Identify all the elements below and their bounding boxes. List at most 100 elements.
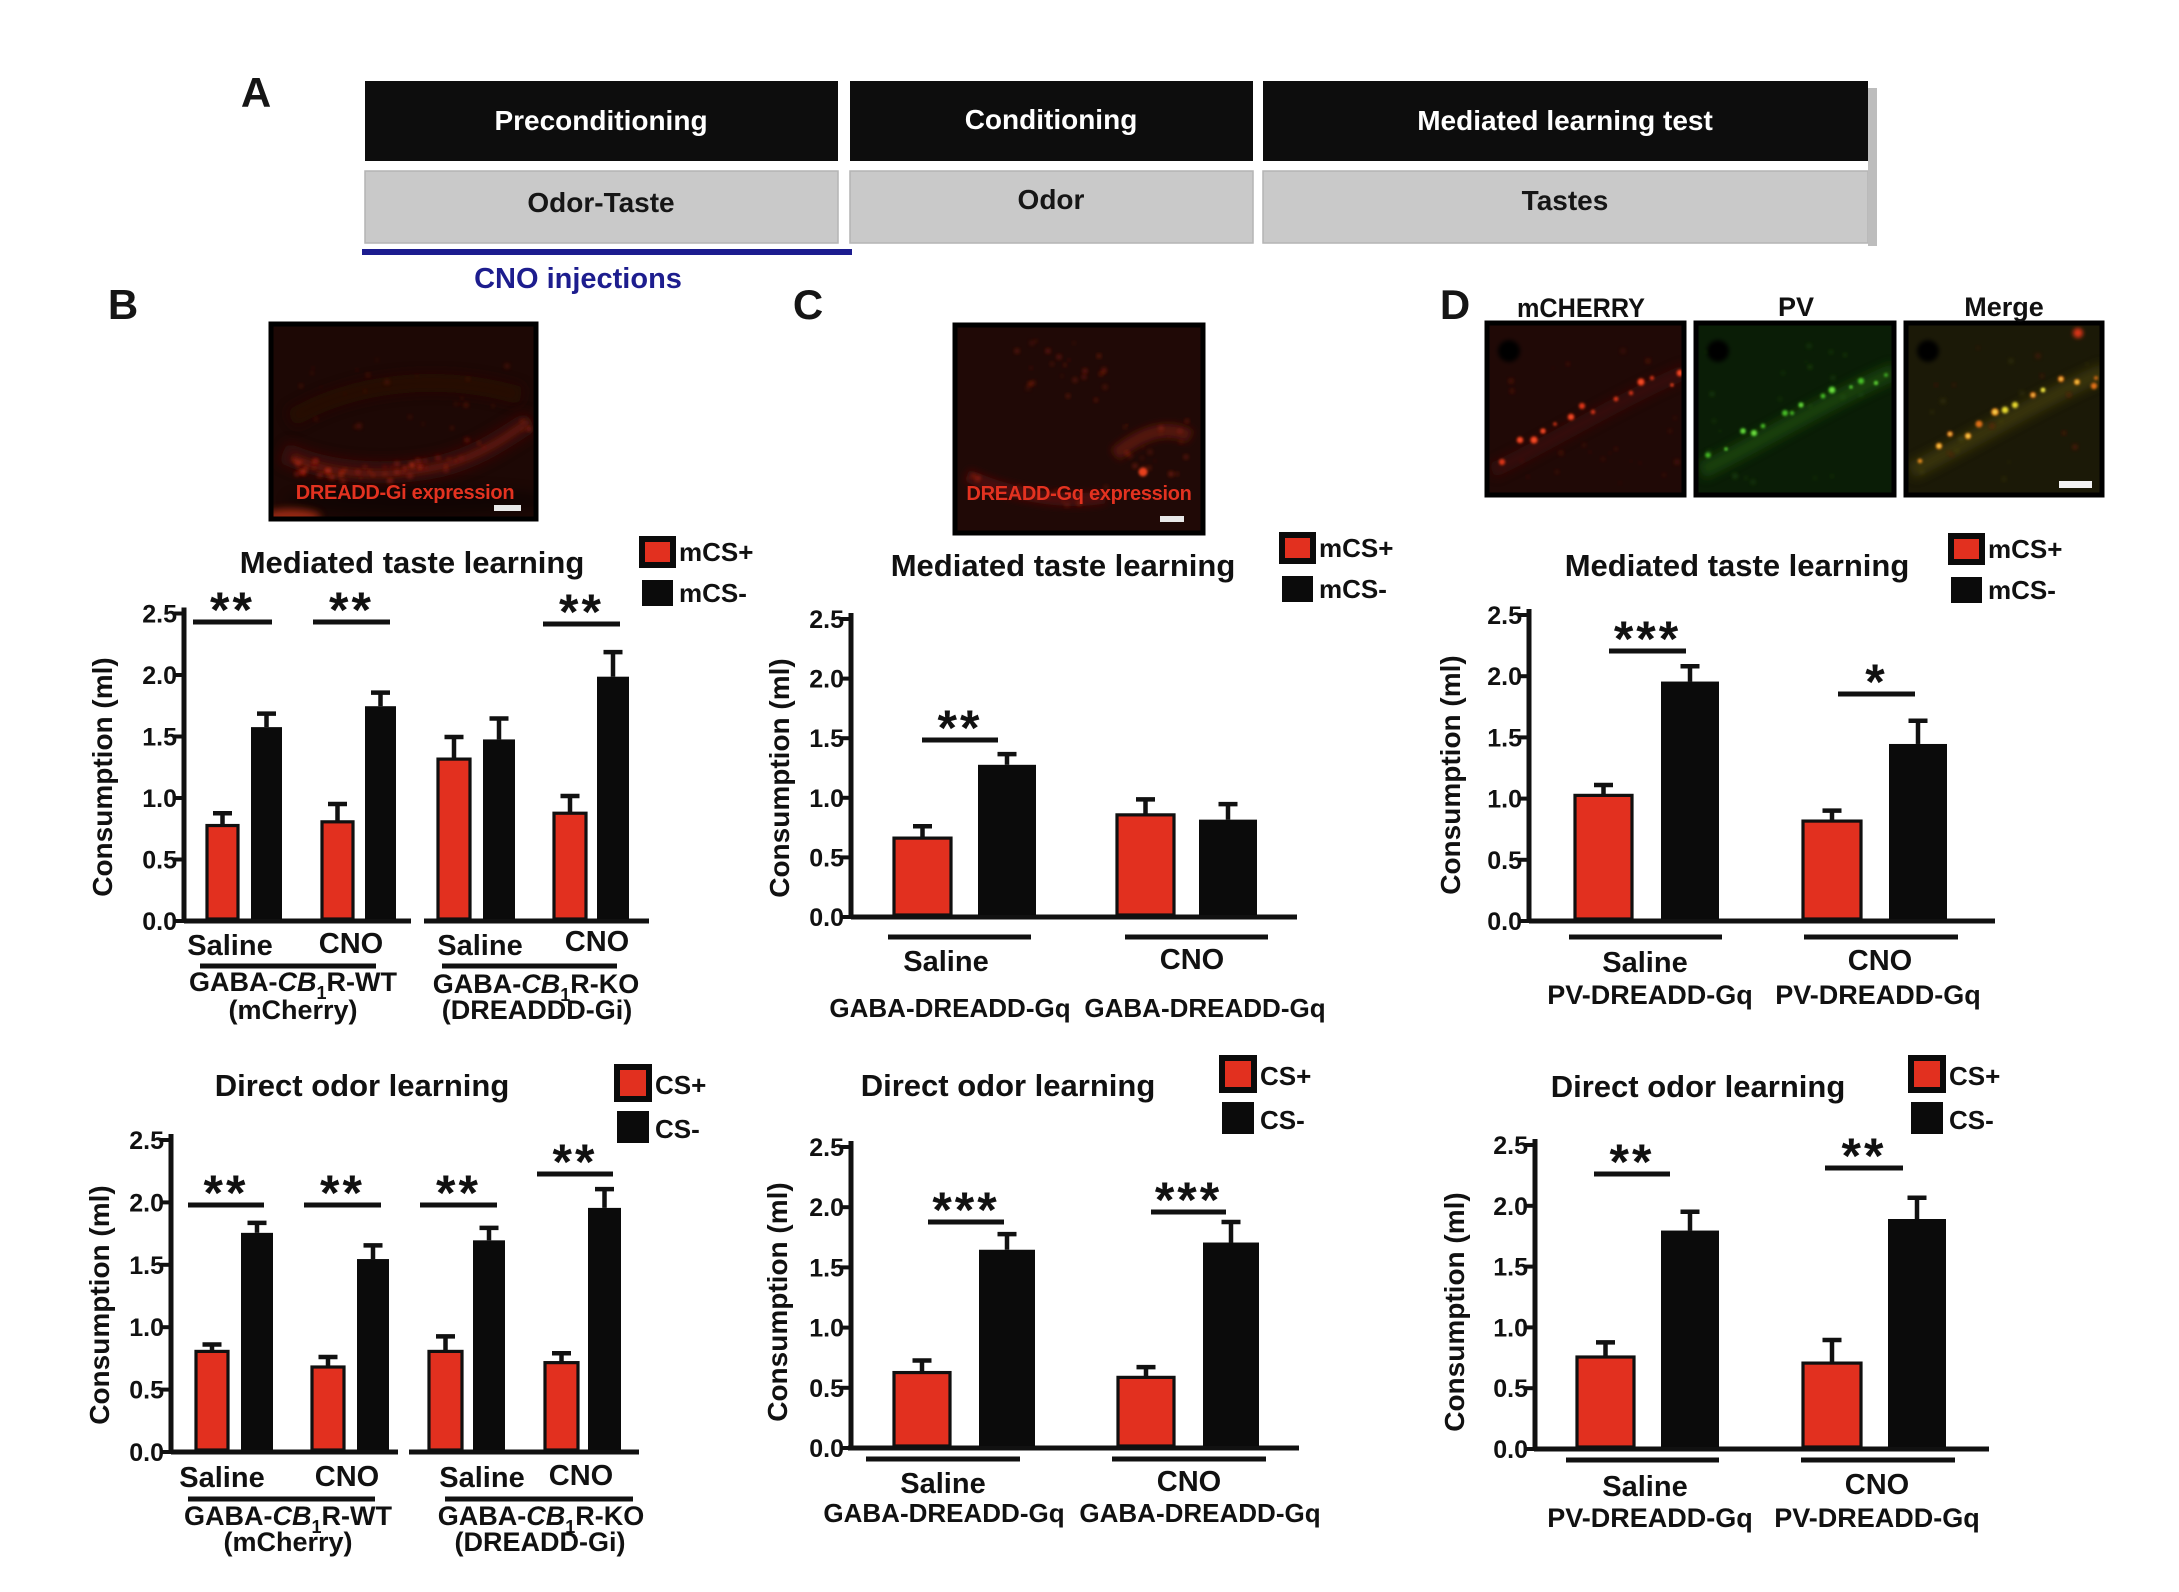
svg-text:GABA-DREADD-Gq: GABA-DREADD-Gq <box>823 1498 1064 1528</box>
svg-text:CNO: CNO <box>315 1461 379 1493</box>
svg-text:***: *** <box>1155 1172 1222 1228</box>
svg-text:0.5: 0.5 <box>142 847 177 875</box>
svg-text:Tastes: Tastes <box>1522 185 1609 216</box>
svg-text:Merge: Merge <box>1964 292 2044 322</box>
svg-text:1.5: 1.5 <box>142 724 177 752</box>
svg-text:2.5: 2.5 <box>1493 1132 1528 1160</box>
svg-text:Consumption (ml): Consumption (ml) <box>764 658 795 898</box>
svg-text:Saline: Saline <box>179 1462 264 1494</box>
svg-text:GABA-DREADD-Gq: GABA-DREADD-Gq <box>1084 993 1325 1023</box>
svg-text:Direct odor learning: Direct odor learning <box>1551 1069 1846 1104</box>
svg-text:D: D <box>1440 281 1470 328</box>
svg-text:Conditioning: Conditioning <box>965 104 1138 135</box>
svg-text:GABA-DREADD-Gq: GABA-DREADD-Gq <box>829 993 1070 1023</box>
svg-text:Consumption (ml): Consumption (ml) <box>1435 655 1466 895</box>
svg-text:mCS-: mCS- <box>1319 574 1387 604</box>
svg-text:PV-DREADD-Gq: PV-DREADD-Gq <box>1774 1503 1980 1533</box>
svg-text:PV: PV <box>1778 292 1814 322</box>
svg-text:0.0: 0.0 <box>809 1435 844 1463</box>
svg-text:A: A <box>241 69 271 116</box>
svg-text:Mediated taste learning: Mediated taste learning <box>891 548 1236 583</box>
svg-text:Mediated learning test: Mediated learning test <box>1417 105 1713 136</box>
svg-text:CNO: CNO <box>1157 1466 1221 1498</box>
svg-text:CNO injections: CNO injections <box>474 263 682 295</box>
svg-text:2.0: 2.0 <box>809 666 844 694</box>
svg-text:Mediated taste learning: Mediated taste learning <box>240 545 585 580</box>
svg-text:0.0: 0.0 <box>1487 908 1522 936</box>
svg-text:CNO: CNO <box>549 1460 613 1492</box>
svg-text:2.5: 2.5 <box>809 606 844 634</box>
svg-text:**: ** <box>329 582 374 638</box>
svg-text:CNO: CNO <box>1848 945 1912 977</box>
svg-text:CS-: CS- <box>1260 1105 1305 1135</box>
svg-text:GABA-DREADD-Gq: GABA-DREADD-Gq <box>1079 1498 1320 1528</box>
svg-text:mCS+: mCS+ <box>1319 533 1393 563</box>
svg-text:2.0: 2.0 <box>1487 663 1522 691</box>
svg-text:0.0: 0.0 <box>809 904 844 932</box>
svg-text:0.5: 0.5 <box>1493 1375 1528 1403</box>
svg-text:1.0: 1.0 <box>1487 786 1522 814</box>
svg-text:0.5: 0.5 <box>1487 847 1522 875</box>
svg-text:**: ** <box>210 582 255 638</box>
svg-text:Direct odor learning: Direct odor learning <box>215 1068 510 1103</box>
svg-text:CNO: CNO <box>319 928 383 960</box>
svg-text:Consumption (ml): Consumption (ml) <box>1439 1192 1470 1432</box>
svg-text:1.5: 1.5 <box>129 1252 164 1280</box>
svg-text:(DREADD-Gi): (DREADD-Gi) <box>455 1527 626 1557</box>
svg-text:1.0: 1.0 <box>142 785 177 813</box>
svg-text:*: * <box>1865 654 1887 710</box>
svg-text:mCS+: mCS+ <box>1988 534 2062 564</box>
svg-text:2.5: 2.5 <box>129 1127 164 1155</box>
svg-text:2.0: 2.0 <box>142 662 177 690</box>
svg-text:1.5: 1.5 <box>1493 1254 1528 1282</box>
svg-text:Saline: Saline <box>903 946 988 978</box>
svg-text:mCS-: mCS- <box>1988 575 2056 605</box>
svg-text:0.5: 0.5 <box>809 1375 844 1403</box>
svg-text:2.0: 2.0 <box>809 1194 844 1222</box>
svg-text:CS+: CS+ <box>655 1070 706 1100</box>
svg-text:Consumption (ml): Consumption (ml) <box>762 1182 793 1422</box>
svg-text:(mCherry): (mCherry) <box>223 1527 352 1557</box>
svg-text:Direct odor learning: Direct odor learning <box>861 1068 1156 1103</box>
svg-text:Saline: Saline <box>900 1468 985 1500</box>
svg-text:Odor: Odor <box>1018 184 1085 215</box>
svg-text:C: C <box>793 281 823 328</box>
svg-text:1.5: 1.5 <box>809 725 844 753</box>
svg-text:PV-DREADD-Gq: PV-DREADD-Gq <box>1547 1503 1753 1533</box>
svg-text:(DREADDD-Gi): (DREADDD-Gi) <box>442 995 632 1025</box>
svg-text:0.5: 0.5 <box>129 1377 164 1405</box>
svg-text:1.0: 1.0 <box>129 1314 164 1342</box>
svg-text:**: ** <box>553 1134 598 1190</box>
svg-text:CS-: CS- <box>655 1114 700 1144</box>
svg-text:1.5: 1.5 <box>1487 724 1522 752</box>
svg-text:**: ** <box>320 1165 365 1221</box>
svg-text:1.5: 1.5 <box>809 1254 844 1282</box>
svg-text:mCS-: mCS- <box>679 578 747 608</box>
svg-text:CS+: CS+ <box>1260 1061 1311 1091</box>
svg-text:1.0: 1.0 <box>1493 1314 1528 1342</box>
svg-text:Saline: Saline <box>187 930 272 962</box>
svg-text:**: ** <box>559 584 604 640</box>
svg-text:CS-: CS- <box>1949 1105 1994 1135</box>
svg-text:DREADD-Gi expression: DREADD-Gi expression <box>296 482 515 504</box>
svg-text:CNO: CNO <box>1845 1469 1909 1501</box>
svg-text:**: ** <box>1610 1134 1655 1190</box>
svg-text:Saline: Saline <box>1602 1471 1687 1503</box>
svg-text:Saline: Saline <box>437 930 522 962</box>
svg-text:0.0: 0.0 <box>1493 1436 1528 1464</box>
svg-text:CS+: CS+ <box>1949 1061 2000 1091</box>
svg-text:1.0: 1.0 <box>809 1315 844 1343</box>
svg-text:Mediated taste learning: Mediated taste learning <box>1565 548 1910 583</box>
svg-text:Saline: Saline <box>1602 947 1687 979</box>
svg-text:**: ** <box>204 1165 249 1221</box>
svg-text:2.0: 2.0 <box>1493 1193 1528 1221</box>
svg-text:0.0: 0.0 <box>129 1439 164 1467</box>
svg-text:***: *** <box>932 1182 999 1238</box>
svg-text:2.5: 2.5 <box>809 1134 844 1162</box>
svg-text:**: ** <box>1842 1128 1887 1184</box>
svg-text:**: ** <box>938 700 983 756</box>
svg-text:0.5: 0.5 <box>809 844 844 872</box>
svg-text:2.5: 2.5 <box>1487 602 1522 630</box>
svg-text:CNO: CNO <box>565 926 629 958</box>
svg-text:Consumption (ml): Consumption (ml) <box>87 657 118 897</box>
